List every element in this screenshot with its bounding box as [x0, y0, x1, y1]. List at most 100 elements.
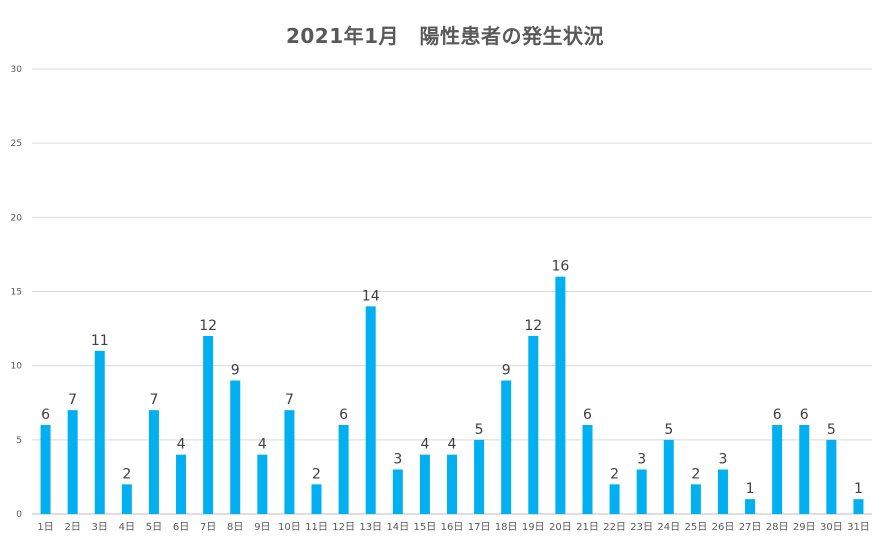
bar — [555, 276, 566, 514]
bar — [365, 306, 376, 514]
data-label: 1 — [854, 481, 863, 497]
x-tick-label: 20日 — [549, 522, 572, 533]
data-label: 2 — [312, 466, 321, 482]
x-tick-label: 7日 — [200, 522, 216, 533]
bar — [121, 484, 132, 514]
bar — [419, 454, 430, 514]
bar — [609, 484, 620, 514]
x-tick-label: 19日 — [522, 522, 545, 533]
bar — [853, 499, 864, 514]
chart-title: 2021年1月 陽性患者の発生状況 — [285, 24, 605, 48]
bar — [501, 380, 512, 514]
data-label: 1 — [746, 481, 755, 497]
bar — [474, 439, 485, 514]
data-label: 4 — [258, 437, 267, 453]
bar — [826, 439, 837, 514]
data-label: 6 — [773, 407, 782, 423]
x-tick-label: 28日 — [766, 522, 789, 533]
x-tick-label: 26日 — [712, 522, 735, 533]
data-label: 9 — [231, 363, 240, 379]
data-label: 7 — [149, 392, 158, 408]
bar — [717, 469, 728, 514]
bar — [338, 425, 349, 514]
x-tick-label: 9日 — [254, 522, 270, 533]
bar — [230, 380, 241, 514]
bar — [148, 410, 159, 514]
x-tick-label: 23日 — [630, 522, 653, 533]
bar — [772, 425, 783, 514]
x-tick-label: 3日 — [92, 522, 108, 533]
data-label: 2 — [691, 466, 700, 482]
y-tick-label: 15 — [11, 288, 22, 298]
x-tick-label: 29日 — [793, 522, 816, 533]
bar — [799, 425, 810, 514]
x-tick-label: 11日 — [305, 522, 328, 533]
y-tick-label: 30 — [11, 65, 23, 75]
bar — [203, 336, 214, 514]
data-label: 12 — [524, 318, 542, 334]
data-label: 9 — [502, 363, 511, 379]
data-label: 3 — [393, 452, 402, 468]
data-label: 2 — [122, 466, 131, 482]
bar — [663, 439, 674, 514]
bar — [582, 425, 593, 514]
x-tick-label: 30日 — [820, 522, 843, 533]
data-label: 5 — [475, 422, 484, 438]
data-label: 7 — [285, 392, 294, 408]
bar — [67, 410, 78, 514]
bar — [257, 454, 268, 514]
data-label: 11 — [91, 333, 109, 349]
data-label: 3 — [719, 452, 728, 468]
x-tick-label: 21日 — [576, 522, 599, 533]
x-tick-label: 6日 — [173, 522, 189, 533]
data-label: 4 — [420, 437, 429, 453]
x-tick-label: 16日 — [441, 522, 464, 533]
x-tick-label: 10日 — [278, 522, 301, 533]
x-tick-label: 24日 — [657, 522, 680, 533]
bar — [284, 410, 295, 514]
bar — [94, 350, 105, 514]
x-tick-label: 13日 — [359, 522, 382, 533]
bar — [528, 336, 539, 514]
bar — [176, 454, 187, 514]
y-tick-label: 25 — [11, 139, 22, 149]
data-label: 2 — [610, 466, 619, 482]
bar — [745, 499, 756, 514]
y-tick-label: 10 — [11, 362, 23, 372]
bar — [690, 484, 701, 514]
bar — [447, 454, 457, 514]
x-tick-label: 27日 — [739, 522, 762, 533]
data-label: 6 — [800, 407, 809, 423]
x-tick-label: 22日 — [603, 522, 626, 533]
x-tick-label: 1日 — [37, 522, 53, 533]
x-tick-label: 17日 — [468, 522, 491, 533]
x-tick-label: 14日 — [386, 522, 409, 533]
bar — [636, 469, 647, 514]
y-tick-label: 20 — [11, 213, 23, 223]
data-label: 5 — [664, 422, 673, 438]
x-tick-label: 25日 — [685, 522, 708, 533]
x-tick-label: 15日 — [414, 522, 437, 533]
x-tick-label: 31日 — [847, 522, 870, 533]
data-label: 6 — [41, 407, 50, 423]
data-label: 5 — [827, 422, 836, 438]
x-tick-label: 12日 — [332, 522, 355, 533]
x-tick-label: 2日 — [64, 522, 80, 533]
x-tick-label: 8日 — [227, 522, 243, 533]
data-label: 3 — [637, 452, 646, 468]
data-label: 4 — [448, 437, 457, 453]
data-label: 6 — [339, 407, 348, 423]
data-label: 4 — [177, 437, 186, 453]
y-tick-label: 5 — [16, 436, 22, 446]
bar — [392, 469, 403, 514]
x-tick-label: 5日 — [146, 522, 162, 533]
y-tick-label: 0 — [16, 510, 22, 520]
data-label: 6 — [583, 407, 592, 423]
data-label: 14 — [362, 288, 380, 304]
bar — [311, 484, 322, 514]
x-tick-label: 4日 — [119, 522, 135, 533]
data-label: 7 — [68, 392, 77, 408]
x-tick-label: 18日 — [495, 522, 518, 533]
